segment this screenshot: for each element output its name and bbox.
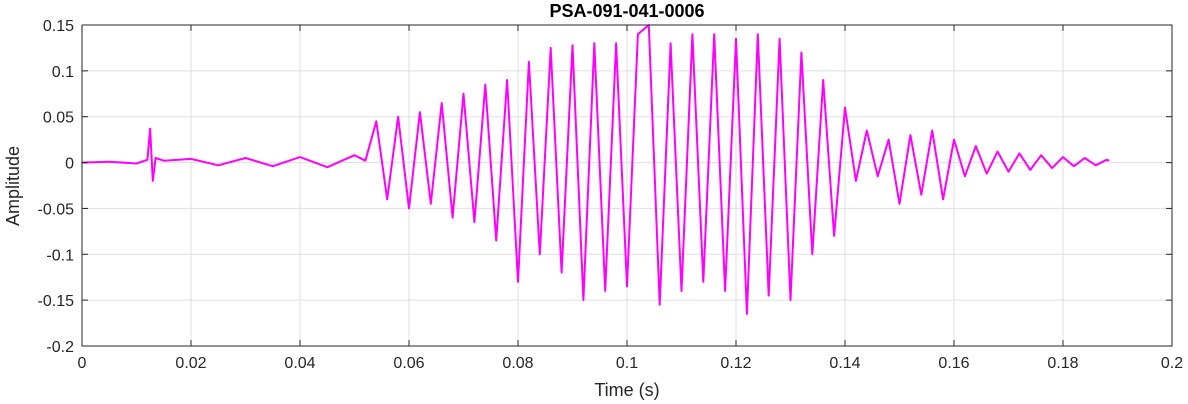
y-tick-label: 0.05 xyxy=(43,110,74,127)
x-tick-label: 0.16 xyxy=(938,355,969,372)
y-axis-label: Amplitude xyxy=(3,146,23,226)
x-tick-label: 0.04 xyxy=(284,355,315,372)
y-tick-label: -0.15 xyxy=(38,293,75,310)
x-tick-label: 0.14 xyxy=(829,355,860,372)
amplitude-series-line xyxy=(81,24,1110,315)
x-tick-label: 0.18 xyxy=(1047,355,1078,372)
y-tick-label: -0.1 xyxy=(46,247,74,264)
x-tick-label: 0.2 xyxy=(1161,355,1183,372)
x-tick-label: 0.1 xyxy=(616,355,638,372)
tick-labels: 0 0.02 0.04 0.06 0.08 0.1 0.12 0.14 0.16 0.18 0.2 -… xyxy=(38,18,1184,372)
y-tick-label: 0.15 xyxy=(43,18,74,35)
grid-lines xyxy=(82,25,1172,346)
x-tick-label: 0.12 xyxy=(720,355,751,372)
x-tick-label: 0 xyxy=(78,355,87,372)
axis-ticks xyxy=(81,24,1173,347)
y-tick-label: 0.1 xyxy=(52,64,74,81)
y-tick-label: 0 xyxy=(65,156,74,173)
x-tick-label: 0.08 xyxy=(502,355,533,372)
y-tick-label: -0.2 xyxy=(46,339,74,356)
x-tick-label: 0.06 xyxy=(393,355,424,372)
x-tick-label: 0.02 xyxy=(175,355,206,372)
y-tick-label: -0.05 xyxy=(38,201,75,218)
x-axis-label: Time (s) xyxy=(594,380,659,400)
chart-title: PSA-091-041-0006 xyxy=(549,1,704,21)
